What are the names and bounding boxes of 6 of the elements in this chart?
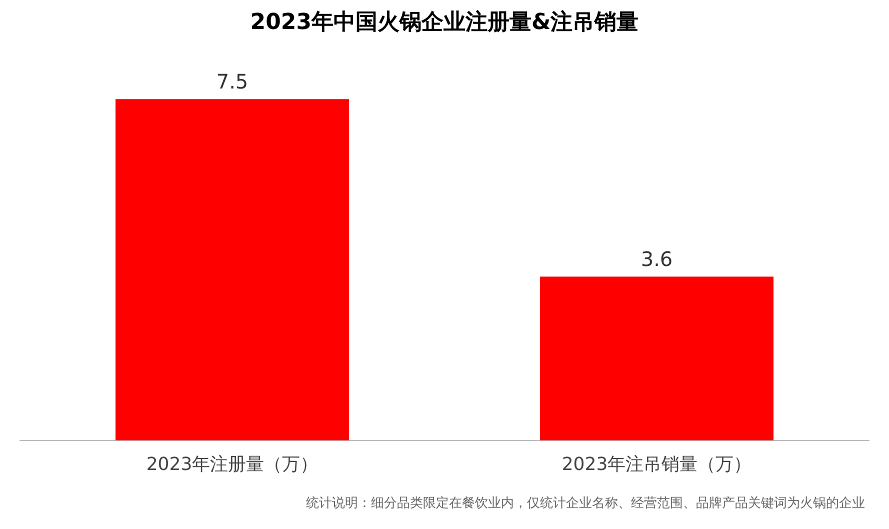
data-label: 7.5 — [216, 69, 248, 94]
text: 统计说明：细分品类限定在餐饮业内，仅统计企业名称、经营范围、品牌产品关键词为火锅的企业 — [306, 495, 865, 512]
chart-title: 2023年中国火锅企业注册量&注吊销量 — [250, 8, 639, 35]
x-tick-label: 2023年注册量（万） — [146, 454, 318, 475]
x-tick-label: 2023年注吊销量（万） — [562, 454, 752, 475]
data-label: 3.6 — [640, 246, 673, 271]
